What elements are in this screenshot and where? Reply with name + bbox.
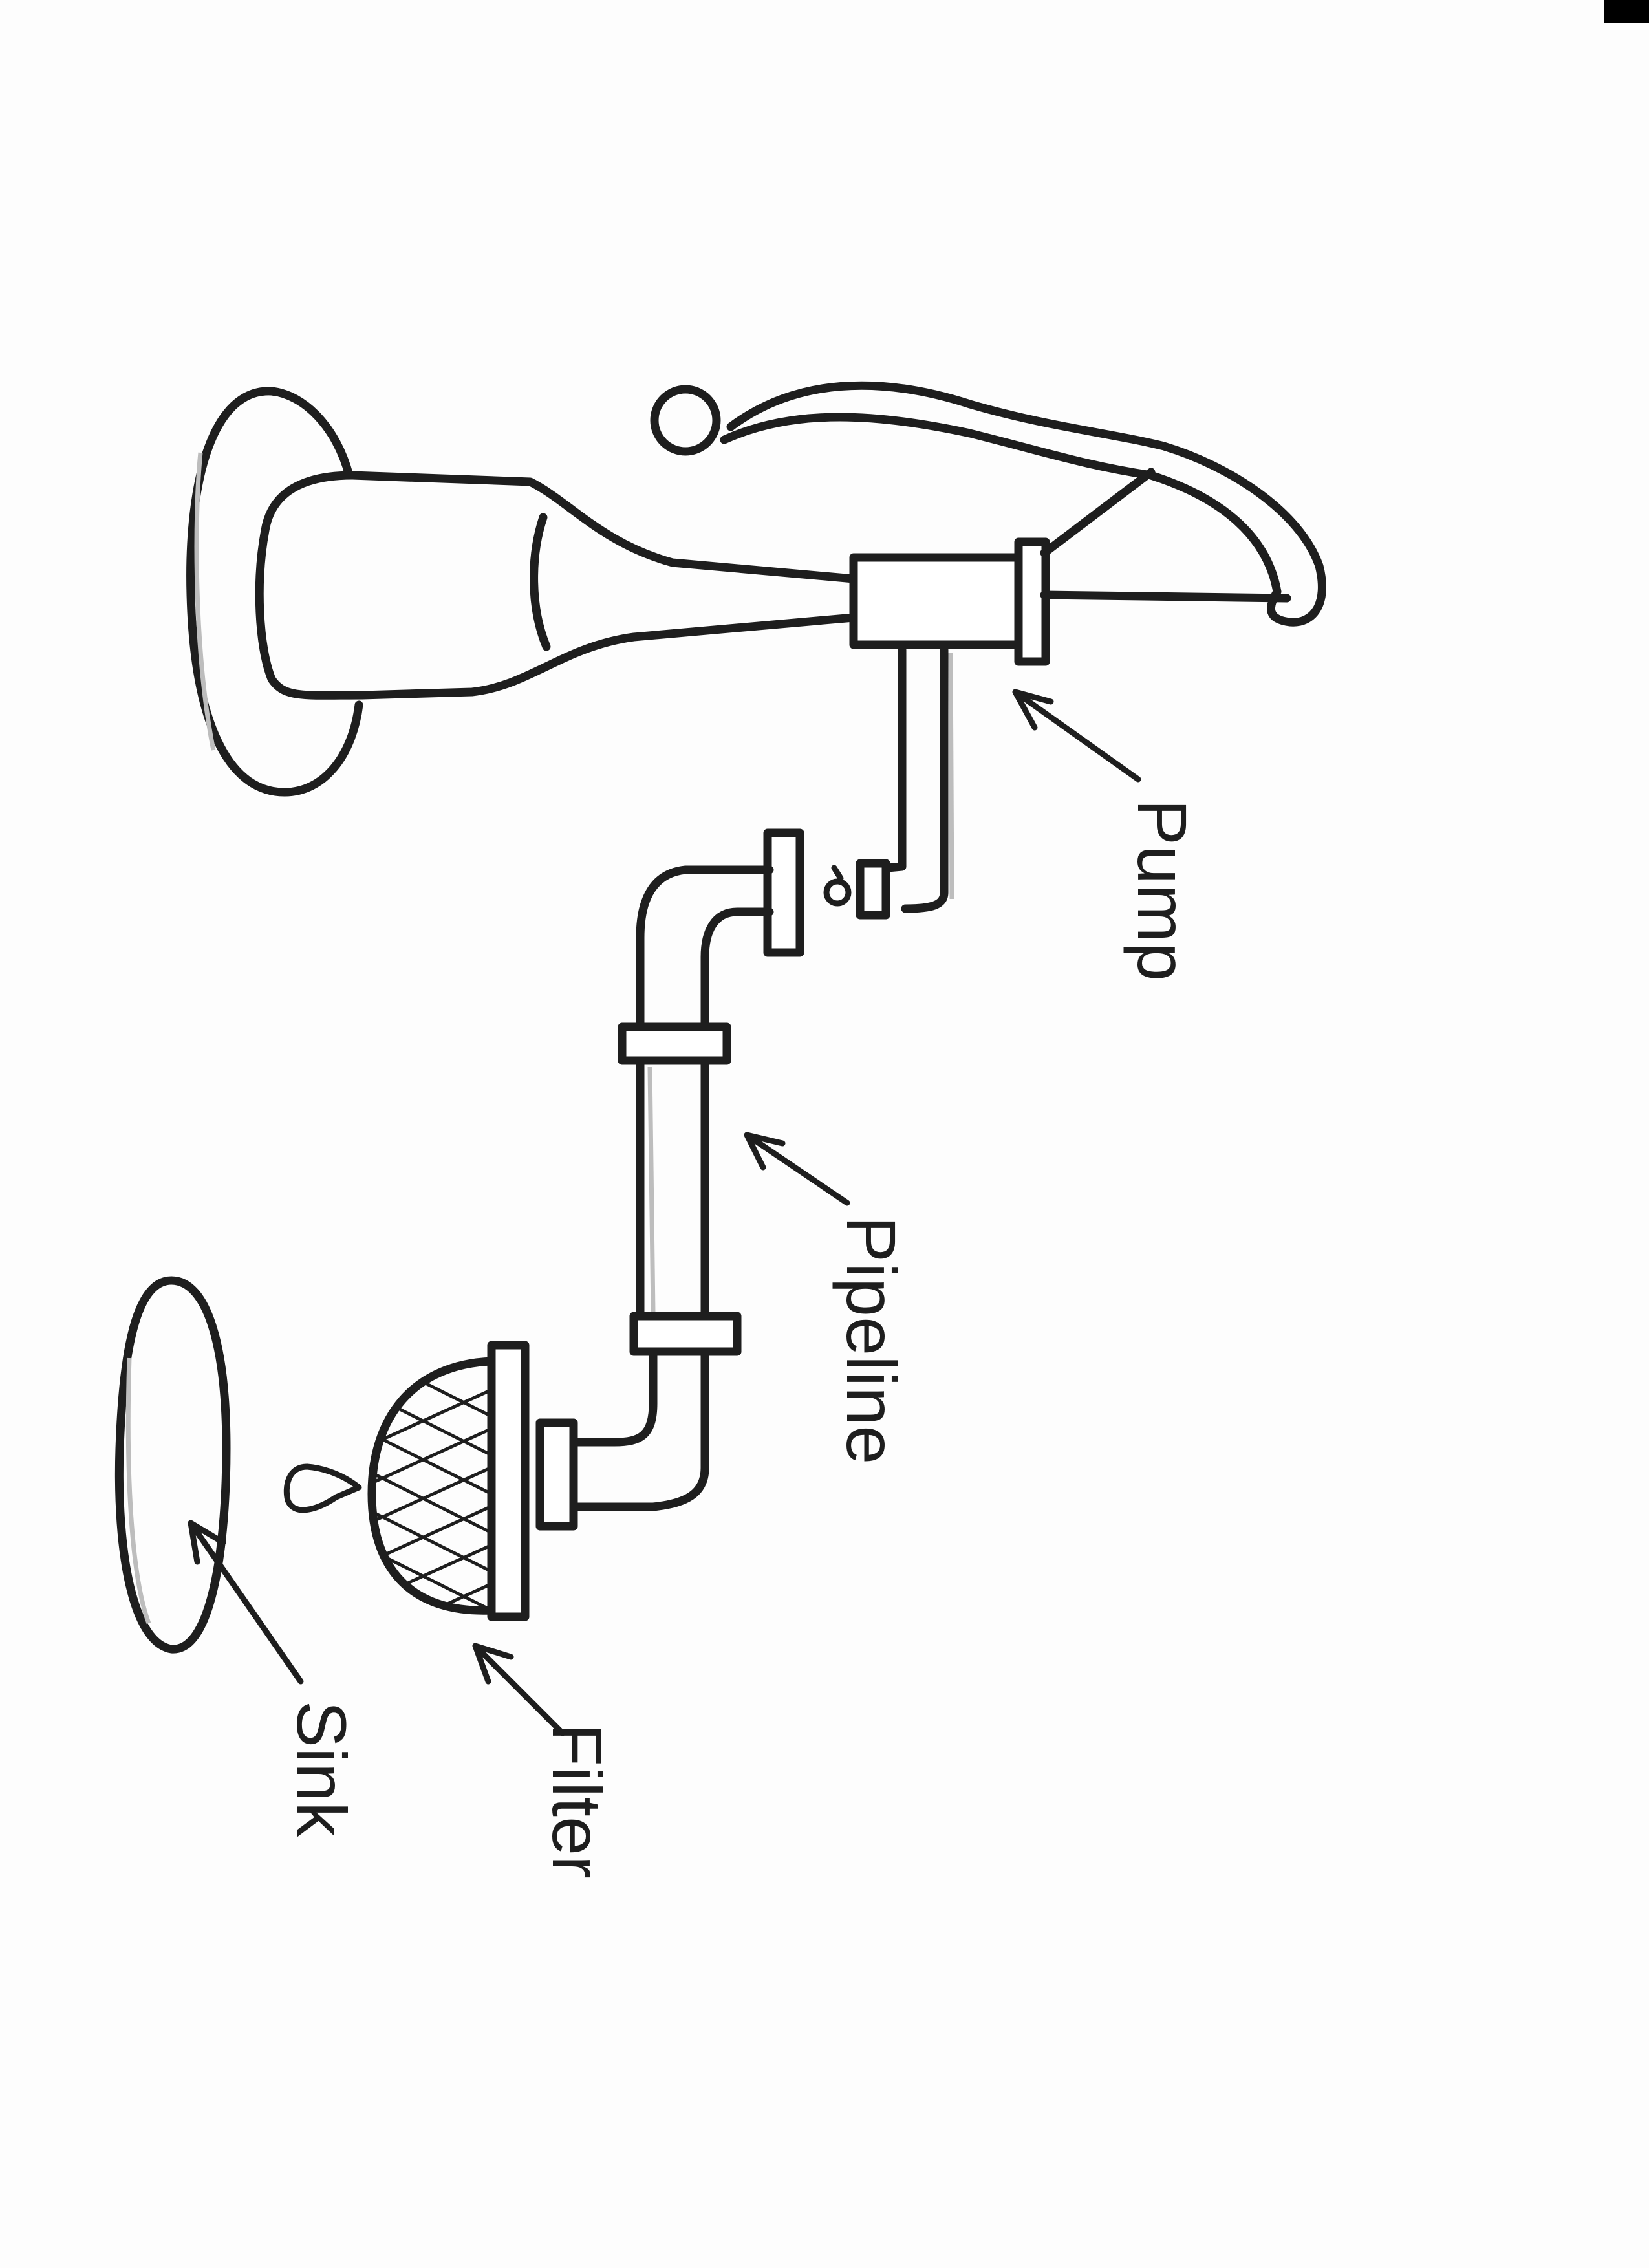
tank-neck-line bbox=[530, 513, 551, 651]
pipeline-arrow bbox=[744, 1132, 850, 1206]
sink bbox=[114, 1276, 231, 1654]
pump bbox=[650, 381, 1326, 666]
filter-mesh-grid bbox=[372, 1361, 491, 1611]
upper-pipe-bend bbox=[636, 865, 774, 1039]
pipe-flange-upper bbox=[763, 828, 804, 957]
filter-mesh-dome bbox=[367, 1357, 496, 1615]
outlet-pipe-cap bbox=[856, 859, 890, 920]
sink-label: Sink bbox=[283, 1701, 361, 1837]
corner-scan-mark bbox=[1604, 0, 1649, 23]
sink-arrow bbox=[188, 1520, 304, 1685]
tank-body bbox=[255, 471, 858, 700]
pump-body bbox=[849, 553, 1042, 649]
pump-handle-bracket bbox=[1040, 468, 1291, 603]
pipe-joint-lower bbox=[629, 1312, 742, 1356]
labels: Pump Pipeline Filter Sink bbox=[283, 799, 1202, 1879]
pipeline-label: Pipeline bbox=[832, 1216, 911, 1464]
filter-rim bbox=[487, 1341, 530, 1621]
filter-label: Filter bbox=[538, 1723, 616, 1879]
tank bbox=[186, 387, 858, 797]
pump-label: Pump bbox=[1123, 799, 1202, 981]
water-drop bbox=[283, 1463, 362, 1513]
tank-base-ellipse bbox=[186, 387, 363, 797]
sink-basin bbox=[114, 1276, 231, 1654]
pump-flange bbox=[1014, 537, 1050, 666]
lower-pipe-bend bbox=[568, 1347, 709, 1511]
pump-handle-knob bbox=[650, 385, 721, 456]
check-valve-symbol bbox=[823, 865, 852, 907]
pump-handle bbox=[720, 381, 1326, 627]
pipe-straight-section bbox=[636, 1056, 709, 1324]
label-arrows bbox=[188, 689, 1141, 1736]
filter bbox=[283, 1341, 530, 1621]
pipe-flange-lower bbox=[535, 1418, 578, 1531]
pump-arrow bbox=[1012, 689, 1141, 783]
pipe-joint-upper bbox=[618, 1022, 731, 1065]
pipeline bbox=[535, 645, 954, 1531]
filter-arrow bbox=[472, 1643, 566, 1736]
